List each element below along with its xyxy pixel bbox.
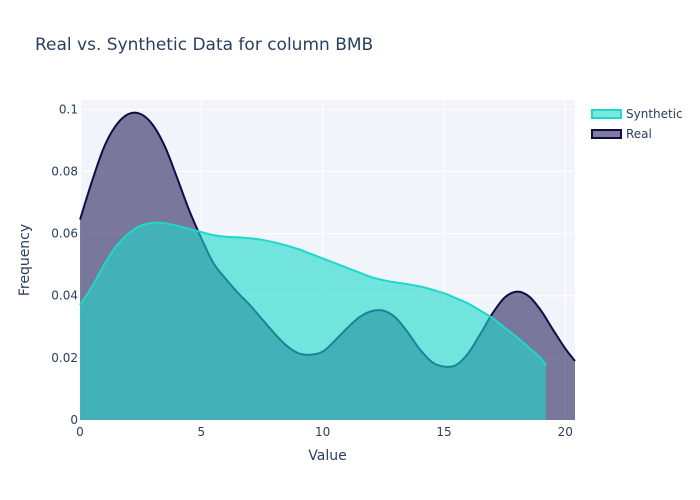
y-tick-label: 0 (70, 413, 78, 427)
legend-swatch-synthetic (591, 109, 622, 119)
legend-item-synthetic[interactable]: Synthetic (591, 107, 683, 121)
legend-swatch-real (591, 129, 622, 139)
y-tick-label: 0.04 (51, 289, 78, 303)
x-axis-ticks: 0 5 10 15 20 (76, 425, 573, 439)
y-tick-label: 0.02 (51, 351, 78, 365)
y-tick-label: 0.1 (59, 102, 78, 116)
x-axis-title: Value (308, 448, 346, 464)
chart-title: Real vs. Synthetic Data for column BMB (35, 35, 373, 55)
y-tick-label: 0.06 (51, 227, 78, 241)
legend[interactable]: Synthetic Real (591, 107, 683, 141)
x-tick-label: 5 (198, 425, 206, 439)
line-synthetic (79, 221, 547, 367)
x-tick-label: 15 (436, 425, 451, 439)
x-tick-label: 0 (76, 425, 84, 439)
x-tick-label: 20 (558, 425, 573, 439)
x-tick-label: 10 (315, 425, 330, 439)
legend-label-synthetic: Synthetic (626, 107, 683, 121)
area-synthetic (80, 222, 546, 420)
y-axis-title: Frequency (17, 224, 33, 296)
legend-item-real[interactable]: Real (591, 127, 652, 141)
legend-label-real: Real (626, 127, 652, 141)
y-tick-label: 0.08 (51, 164, 78, 178)
series-layer (79, 111, 576, 420)
y-axis-ticks: 0 0.02 0.04 0.06 0.08 0.1 (51, 102, 78, 427)
